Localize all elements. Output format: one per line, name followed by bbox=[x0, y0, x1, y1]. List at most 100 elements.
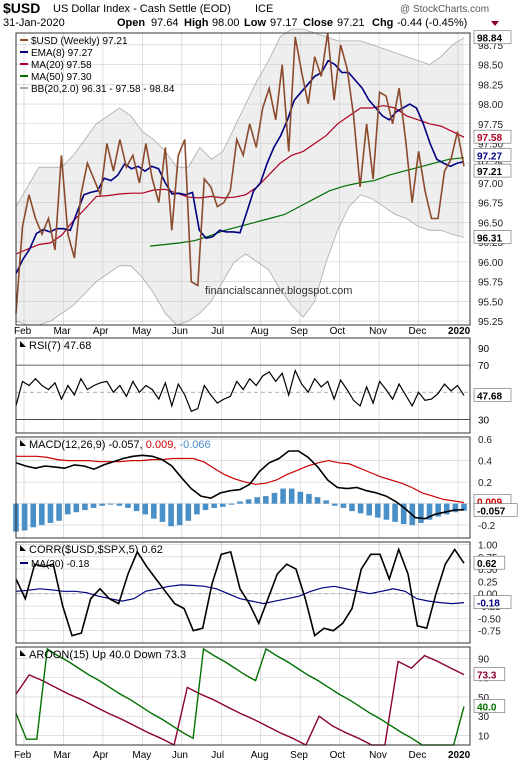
collapse-arrow-icon bbox=[20, 545, 26, 551]
quote-date: 31-Jan-2020 bbox=[3, 17, 65, 29]
exchange: ICE bbox=[255, 3, 273, 15]
aroon-up-line bbox=[15, 647, 465, 746]
rsi-title: RSI(7) 47.68 bbox=[29, 340, 91, 352]
y-tick-label: 50 bbox=[478, 693, 490, 704]
ma50-line bbox=[149, 157, 465, 247]
value-tag-label: -0.057 bbox=[477, 507, 506, 518]
value-tag-label: 0.62 bbox=[477, 559, 497, 570]
macd-hist-bar bbox=[297, 491, 304, 504]
macd-hist-bar bbox=[47, 503, 54, 523]
corr-line bbox=[15, 546, 465, 637]
ema8-line bbox=[15, 59, 465, 275]
value-tag bbox=[473, 230, 512, 244]
x-tick-label: Nov bbox=[369, 750, 387, 761]
macd-hist-bar bbox=[323, 500, 329, 504]
y-tick-label: 97.75 bbox=[478, 120, 503, 131]
macd-hist-bar bbox=[151, 503, 157, 519]
macd-hist-bar bbox=[452, 503, 459, 513]
legend-entry: $USD (Weekly) 97.21 bbox=[31, 36, 128, 47]
x-tick-label: Jul bbox=[211, 750, 224, 761]
aroon-panel bbox=[15, 646, 471, 746]
macd-hist-bar bbox=[271, 492, 278, 504]
collapse-arrow-icon bbox=[20, 440, 26, 446]
value-tag-label: 97.58 bbox=[477, 133, 502, 144]
macd-hist-bar bbox=[21, 503, 28, 531]
value-tag bbox=[473, 699, 506, 713]
x-tick-label: Mar bbox=[53, 326, 71, 337]
y-tick-label: 98.25 bbox=[478, 80, 503, 91]
x-tick-label: Dec bbox=[409, 750, 427, 761]
value-tag bbox=[473, 30, 512, 45]
close-label: Close bbox=[303, 17, 333, 29]
x-tick-label: 2020 bbox=[448, 326, 471, 337]
y-tick-label: 98.75 bbox=[478, 41, 503, 52]
x-tick-label: Aug bbox=[251, 326, 269, 337]
macd-hist-bar bbox=[82, 503, 88, 511]
price-line bbox=[15, 32, 465, 314]
watermark: financialscanner.blogspot.com bbox=[205, 285, 352, 297]
x-tick-label: Oct bbox=[330, 750, 346, 761]
x-tick-label: Aug bbox=[251, 750, 269, 761]
value-tag-label: 47.68 bbox=[477, 391, 502, 402]
x-tick-label: Sep bbox=[290, 750, 308, 761]
macd-hist-bar bbox=[400, 503, 407, 525]
chg-value: -0.44 (-0.45%) bbox=[397, 17, 467, 29]
legend-entry: EMA(8) 97.27 bbox=[31, 48, 93, 59]
value-tag bbox=[473, 503, 518, 517]
high-label: High bbox=[184, 17, 209, 29]
price-panel bbox=[15, 32, 471, 326]
collapse-arrow-icon bbox=[20, 650, 26, 656]
macd-hist-bar bbox=[185, 503, 192, 521]
value-tag-label: 40.0 bbox=[477, 703, 497, 714]
corr-ma-line bbox=[15, 584, 465, 605]
macd-hist-bar bbox=[133, 503, 140, 512]
x-tick-label: May bbox=[132, 326, 151, 337]
y-tick-label: 98.50 bbox=[478, 61, 503, 72]
collapse-arrow-icon bbox=[20, 341, 26, 347]
value-tag bbox=[473, 595, 512, 609]
y-tick-label: 97.00 bbox=[478, 179, 503, 190]
y-tick-label: 97.50 bbox=[478, 139, 503, 150]
bb-lower-line bbox=[15, 194, 465, 326]
macd-hist-bar bbox=[73, 503, 80, 513]
y-tick-label: 95.75 bbox=[478, 278, 503, 289]
x-tick-label: Jul bbox=[211, 326, 224, 337]
macd-hist-bar bbox=[194, 503, 200, 515]
y-tick-label: 98.00 bbox=[478, 100, 503, 111]
corr-panel bbox=[15, 541, 471, 644]
x-tick-label: Nov bbox=[369, 326, 387, 337]
value-tag-label: 98.84 bbox=[477, 34, 502, 45]
low-label: Low bbox=[244, 17, 266, 29]
y-tick-label: -0.2 bbox=[478, 521, 496, 532]
copyright: @ StockCharts.com bbox=[400, 4, 489, 15]
y-tick-label: -0.50 bbox=[478, 614, 501, 625]
macd-hist-bar bbox=[125, 503, 131, 508]
macd-line bbox=[15, 450, 465, 520]
macd-hist-bar bbox=[56, 503, 62, 521]
macd-hist-bar bbox=[168, 503, 174, 527]
x-tick-label: Apr bbox=[93, 326, 109, 337]
macd-hist-bar bbox=[116, 503, 123, 506]
macd-hist-bar bbox=[263, 496, 269, 504]
x-tick-label: Jun bbox=[172, 326, 188, 337]
y-tick-label: 10 bbox=[478, 731, 490, 742]
macd-hist-bar bbox=[107, 503, 114, 505]
macd-panel bbox=[15, 436, 471, 539]
low-value: 97.17 bbox=[270, 17, 298, 29]
y-tick-label: 0.00 bbox=[478, 590, 498, 601]
corr-ma-legend: MA(20) -0.18 bbox=[31, 559, 90, 570]
macd-hist-bar bbox=[357, 503, 364, 514]
macd-hist-bar bbox=[159, 503, 166, 522]
macd-hist-bar bbox=[64, 503, 71, 515]
macd-hist-bar bbox=[288, 488, 295, 504]
value-tag-label: 0.009 bbox=[477, 497, 502, 508]
y-tick-label: -0.75 bbox=[478, 627, 501, 638]
y-tick-label: 96.50 bbox=[478, 218, 503, 229]
value-tag-label: -0.18 bbox=[477, 599, 500, 610]
y-tick-label: 0.6 bbox=[478, 435, 492, 446]
x-tick-label: 2020 bbox=[448, 750, 471, 761]
y-tick-label: 30 bbox=[478, 415, 490, 426]
value-tag bbox=[473, 163, 512, 178]
macd-hist-bar bbox=[211, 503, 217, 508]
macd-hist-bar bbox=[435, 503, 441, 517]
